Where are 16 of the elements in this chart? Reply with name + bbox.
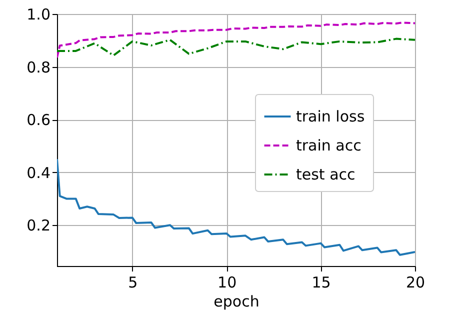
x-tick-label: 15 <box>312 274 331 292</box>
x-tick-label: 10 <box>218 274 237 292</box>
y-tick-label: 0.2 <box>26 216 50 235</box>
y-tick-label: 0.8 <box>26 58 50 76</box>
y-tick-label: 1.0 <box>26 6 50 24</box>
x-tick-label: 5 <box>128 274 138 292</box>
legend-label: test acc <box>296 166 356 184</box>
line-series <box>57 38 415 56</box>
x-axis-title: epoch <box>214 292 260 310</box>
y-tick-label: 0.4 <box>26 164 50 182</box>
x-tick-label: 20 <box>406 274 426 292</box>
legend-label: train loss <box>296 108 365 126</box>
y-tick-label: 0.6 <box>26 111 50 130</box>
legend-label: train acc <box>296 136 362 154</box>
line-series <box>57 158 415 256</box>
line-series <box>57 22 415 59</box>
